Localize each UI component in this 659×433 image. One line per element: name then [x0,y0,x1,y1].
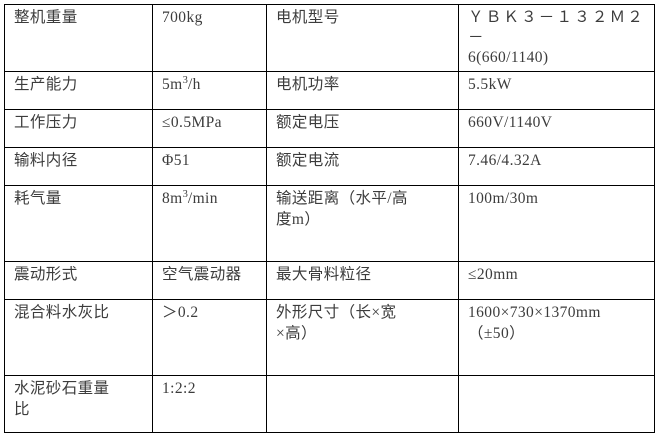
capacity-base: 5m [162,76,183,94]
motor-model-line-2: 6(660/1140) [468,49,549,67]
cell-label-cement-sand-stone-ratio: 水泥砂石重量 比 [4,375,153,433]
table-row: 整机重量 700kg 电机型号 ＹＢＫ３－１３２Ｍ２－ 6(660/1140) [4,3,655,73]
motor-model-line-1: ＹＢＫ３－１３２Ｍ２－ [468,9,646,47]
table-row: 工作压力 ≤0.5MPa 额定电压 660V/1140V [4,109,655,149]
cell-label-working-pressure: 工作压力 [4,109,153,149]
cell-value-vibration-type: 空气震动器 [152,261,267,301]
cell-label-production-capacity: 生产能力 [4,71,153,111]
cement-sand-stone-line-2: 比 [14,400,30,418]
cell-label-total-weight: 整机重量 [4,3,153,73]
cell-value-production-capacity: 5m3/h [152,71,267,111]
table-row: 水泥砂石重量 比 1:2:2 [4,375,655,433]
cell-value-motor-power: 5.5kW [458,71,655,111]
cell-label-air-consumption: 耗气量 [4,185,153,263]
cell-value-total-weight: 700kg [152,3,267,73]
cell-label-max-aggregate-size: 最大骨料粒径 [266,261,459,301]
cell-label-conveying-distance: 输送距离（水平/高 度m） [266,185,459,263]
capacity-superscript: 3 [182,75,188,87]
overall-dimensions-line-1: 外形尺寸（长×宽 [276,304,397,322]
cell-value-rated-voltage: 660V/1140V [458,109,655,149]
cell-label-vibration-type: 震动形式 [4,261,153,301]
cell-value-water-cement-ratio: ＞0.2 [152,299,267,377]
specification-table-container: 整机重量 700kg 电机型号 ＹＢＫ３－１３２Ｍ２－ 6(660/1140) … [4,3,655,433]
table-row: 生产能力 5m3/h 电机功率 5.5kW [4,71,655,111]
cell-label-rated-current: 额定电流 [266,147,459,187]
cell-value-motor-model: ＹＢＫ３－１３２Ｍ２－ 6(660/1140) [458,3,655,73]
conveying-distance-line-2: 度m） [276,210,321,228]
cell-label-water-cement-ratio: 混合料水灰比 [4,299,153,377]
cell-value-max-aggregate-size: ≤20mm [458,261,655,301]
cell-value-overall-dimensions: 1600×730×1370mm （±50） [458,299,655,377]
cement-sand-stone-line-1: 水泥砂石重量 [14,380,110,398]
cell-label-overall-dimensions: 外形尺寸（长×宽 ×高） [266,299,459,377]
air-consumption-superscript: 3 [182,189,188,201]
cell-label-feed-inner-diameter: 输料内径 [4,147,153,187]
capacity-tail: /h [187,76,201,94]
cell-value-rated-current: 7.46/4.32A [458,147,655,187]
cell-value-working-pressure: ≤0.5MPa [152,109,267,149]
overall-dimensions-line-2: ×高） [276,324,317,342]
cell-value-empty [458,375,655,433]
specification-table: 整机重量 700kg 电机型号 ＹＢＫ３－１３２Ｍ２－ 6(660/1140) … [4,3,655,433]
cell-value-conveying-distance: 100m/30m [458,185,655,263]
cell-label-empty [266,375,459,433]
table-row: 耗气量 8m3/min 输送距离（水平/高 度m） 100m/30m [4,185,655,263]
cell-value-cement-sand-stone-ratio: 1:2:2 [152,375,267,433]
table-row: 震动形式 空气震动器 最大骨料粒径 ≤20mm [4,261,655,301]
table-row: 混合料水灰比 ＞0.2 外形尺寸（长×宽 ×高） 1600×730×1370mm… [4,299,655,377]
air-consumption-tail: /min [187,190,218,208]
cell-value-feed-inner-diameter: Φ51 [152,147,267,187]
air-consumption-base: 8m [162,190,183,208]
cell-label-rated-voltage: 额定电压 [266,109,459,149]
overall-dimensions-value-line-2: （±50） [468,324,526,342]
overall-dimensions-value-line-1: 1600×730×1370mm [468,304,601,322]
conveying-distance-line-1: 输送距离（水平/高 [276,190,408,208]
cell-label-motor-power: 电机功率 [266,71,459,111]
cell-value-air-consumption: 8m3/min [152,185,267,263]
table-row: 输料内径 Φ51 额定电流 7.46/4.32A [4,147,655,187]
cell-label-motor-model: 电机型号 [266,3,459,73]
